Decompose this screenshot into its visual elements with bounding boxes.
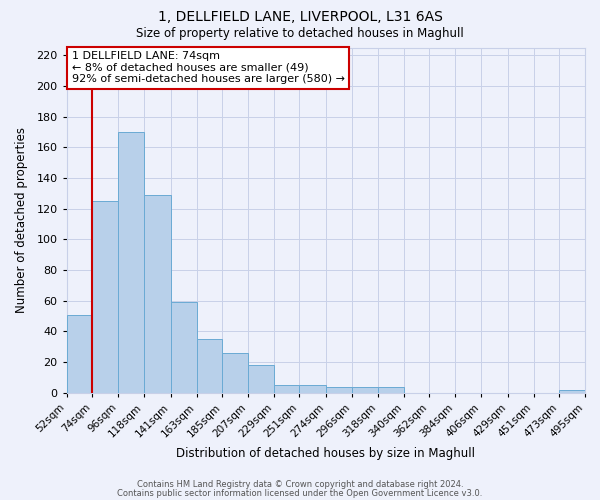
Text: Size of property relative to detached houses in Maghull: Size of property relative to detached ho… xyxy=(136,28,464,40)
Bar xyxy=(299,385,326,393)
Bar xyxy=(144,195,171,393)
Y-axis label: Number of detached properties: Number of detached properties xyxy=(15,127,28,313)
X-axis label: Distribution of detached houses by size in Maghull: Distribution of detached houses by size … xyxy=(176,447,475,460)
Bar xyxy=(171,302,197,393)
Bar xyxy=(67,314,92,393)
Bar xyxy=(559,390,585,393)
Bar xyxy=(222,353,248,393)
Bar xyxy=(92,201,118,393)
Bar xyxy=(274,385,299,393)
Bar xyxy=(197,339,222,393)
Bar xyxy=(118,132,144,393)
Bar xyxy=(352,386,378,393)
Bar xyxy=(378,386,404,393)
Text: Contains public sector information licensed under the Open Government Licence v3: Contains public sector information licen… xyxy=(118,488,482,498)
Text: 1, DELLFIELD LANE, LIVERPOOL, L31 6AS: 1, DELLFIELD LANE, LIVERPOOL, L31 6AS xyxy=(158,10,442,24)
Bar xyxy=(326,386,352,393)
Bar xyxy=(248,365,274,393)
Text: Contains HM Land Registry data © Crown copyright and database right 2024.: Contains HM Land Registry data © Crown c… xyxy=(137,480,463,489)
Text: 1 DELLFIELD LANE: 74sqm
← 8% of detached houses are smaller (49)
92% of semi-det: 1 DELLFIELD LANE: 74sqm ← 8% of detached… xyxy=(72,51,345,84)
